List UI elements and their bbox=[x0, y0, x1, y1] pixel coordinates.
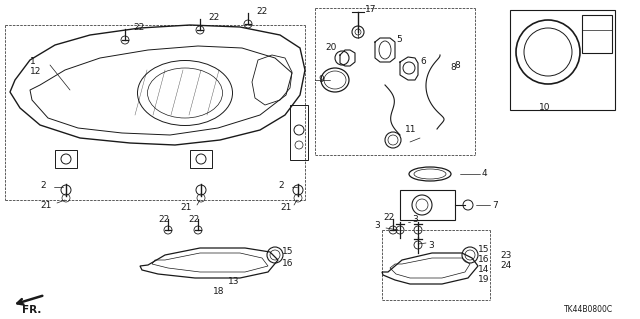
Text: 17: 17 bbox=[365, 5, 376, 14]
Text: 13: 13 bbox=[228, 278, 239, 286]
Text: 21: 21 bbox=[280, 204, 291, 212]
Text: 10: 10 bbox=[540, 103, 551, 113]
Text: 4: 4 bbox=[482, 169, 488, 179]
Text: 2: 2 bbox=[40, 181, 45, 189]
Text: 15: 15 bbox=[282, 248, 294, 256]
Text: 22: 22 bbox=[188, 216, 199, 225]
Text: 20: 20 bbox=[325, 43, 337, 53]
Text: 21: 21 bbox=[180, 204, 191, 212]
Text: 22: 22 bbox=[158, 216, 169, 225]
Text: TK44B0800C: TK44B0800C bbox=[564, 306, 613, 315]
Text: 8: 8 bbox=[454, 61, 460, 70]
Text: 22: 22 bbox=[133, 24, 144, 33]
Text: 11: 11 bbox=[405, 125, 417, 135]
Text: 2: 2 bbox=[278, 181, 284, 189]
Text: 3: 3 bbox=[428, 241, 434, 249]
Text: 24: 24 bbox=[500, 261, 511, 270]
Text: 8: 8 bbox=[450, 63, 456, 72]
Text: 12: 12 bbox=[30, 68, 42, 77]
Text: 19: 19 bbox=[478, 276, 490, 285]
Text: 21: 21 bbox=[40, 201, 51, 210]
Text: 16: 16 bbox=[478, 256, 490, 264]
Text: 1: 1 bbox=[30, 57, 36, 66]
Text: 16: 16 bbox=[282, 258, 294, 268]
Bar bbox=[510, 10, 615, 110]
Text: 18: 18 bbox=[213, 286, 225, 295]
Text: 3: 3 bbox=[412, 216, 418, 225]
Text: 3: 3 bbox=[374, 221, 380, 231]
Text: FR.: FR. bbox=[22, 305, 42, 315]
Text: 22: 22 bbox=[256, 8, 268, 17]
Text: 9: 9 bbox=[318, 76, 324, 85]
Bar bbox=[290, 105, 308, 160]
Bar bbox=[582, 15, 612, 53]
Bar bbox=[190, 150, 212, 168]
Bar bbox=[55, 150, 77, 168]
Text: 22: 22 bbox=[383, 213, 394, 222]
Text: 15: 15 bbox=[478, 246, 490, 255]
Text: 6: 6 bbox=[420, 57, 426, 66]
Text: 7: 7 bbox=[492, 201, 498, 210]
Bar bbox=[400, 190, 455, 220]
Text: 14: 14 bbox=[478, 265, 490, 275]
Text: 22: 22 bbox=[208, 13, 220, 23]
Text: 5: 5 bbox=[396, 35, 402, 44]
Text: 23: 23 bbox=[500, 250, 511, 259]
